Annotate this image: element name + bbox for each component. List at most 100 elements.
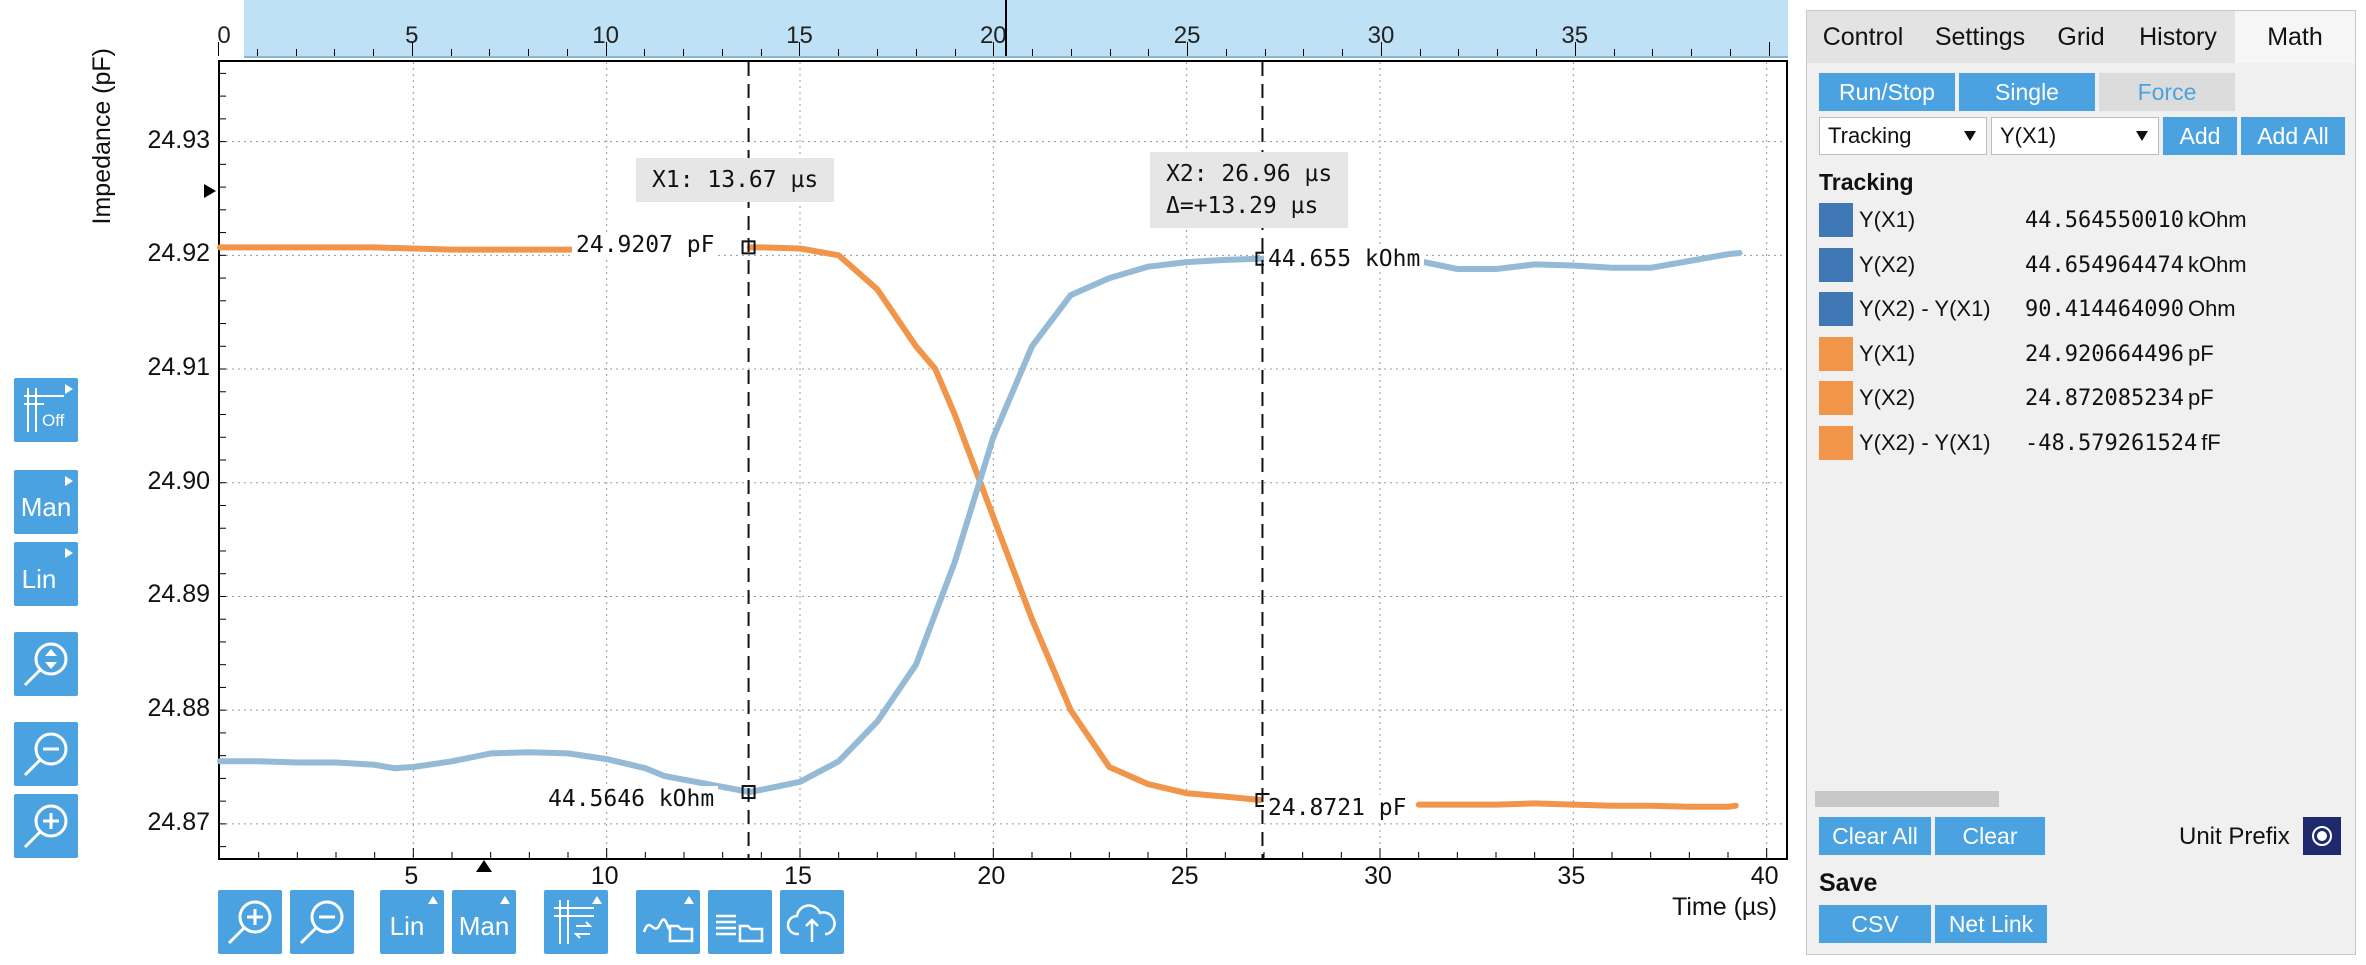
x-tick-label: 30 xyxy=(1364,862,1392,890)
scrollbar-tick xyxy=(528,49,530,56)
grid-off-icon: Off xyxy=(24,388,65,432)
zoom-out-y-button[interactable] xyxy=(14,722,78,786)
load-table-button[interactable] xyxy=(708,890,772,954)
tracking-title: Tracking xyxy=(1819,169,1914,195)
expand-icon xyxy=(592,896,602,904)
y-marker-icon[interactable] xyxy=(204,184,216,198)
zoom-in-y-button[interactable] xyxy=(14,794,78,858)
x-scale-man-label: Man xyxy=(458,910,510,941)
tracking-row[interactable]: Y(X2) - Y(X1) 90.414464090 Ohm xyxy=(1819,290,2349,328)
scrollbar-tick xyxy=(1458,49,1460,56)
grid-toggle-button[interactable]: Off xyxy=(14,378,78,442)
pf-x1-value: 24.9207 pF xyxy=(572,232,719,258)
side-panel: Control Settings Grid History Math Run/S… xyxy=(1806,10,2356,955)
zoom-out-x-button[interactable] xyxy=(290,890,354,954)
tracking-unit: pF xyxy=(2187,340,2214,366)
horizontal-scrollbar[interactable] xyxy=(1815,791,1999,807)
csv-button[interactable]: CSV xyxy=(1819,905,1931,943)
y-scale-man-button[interactable]: Man xyxy=(14,470,78,534)
tracking-row[interactable]: Y(X2) 24.872085234 pF xyxy=(1819,379,2349,417)
scrollbar-tick xyxy=(915,49,917,56)
scrollbar-tick xyxy=(605,42,607,56)
tracking-number: 24.920664496 xyxy=(2025,341,2184,367)
load-curve-button[interactable] xyxy=(636,890,700,954)
tracking-value: -48.579261524 fF xyxy=(2025,430,2221,456)
scrollbar-tick xyxy=(1613,49,1615,56)
expand-icon xyxy=(65,548,73,558)
tracking-row[interactable]: Y(X1) 44.564550010 kOhm xyxy=(1819,201,2349,239)
y-scale-lin-button[interactable]: Lin xyxy=(14,542,78,606)
grid-off-label: Off xyxy=(42,411,65,430)
plot-area[interactable] xyxy=(217,60,1788,860)
cursor-x1-label[interactable]: X1: 13.67 µs xyxy=(636,158,835,202)
tab-settings[interactable]: Settings xyxy=(1919,11,2042,63)
x-tick-label: 20 xyxy=(977,862,1006,890)
scrollbar-tick xyxy=(1303,49,1305,56)
scrollbar-center-marker xyxy=(1004,0,1007,56)
tracking-row[interactable]: Y(X1) 24.920664496 pF xyxy=(1819,335,2349,373)
add-all-button[interactable]: Add All xyxy=(2241,117,2345,155)
signal-select[interactable]: Y(X1) xyxy=(1991,117,2159,155)
force-button[interactable]: Force xyxy=(2099,73,2235,111)
tracking-number: 44.654964474 xyxy=(2025,252,2184,278)
cursor-x2-time: X2: 26.96 µs xyxy=(1166,161,1333,187)
signal-select-value: Y(X1) xyxy=(2000,123,2057,148)
scrollbar-tick xyxy=(1419,49,1421,56)
x-marker-icon[interactable] xyxy=(476,860,492,872)
single-button[interactable]: Single xyxy=(1959,73,2095,111)
expand-icon xyxy=(500,896,510,904)
tab-math[interactable]: Math xyxy=(2235,11,2355,63)
clear-all-button[interactable]: Clear All xyxy=(1819,817,1931,855)
scrollbar-tick xyxy=(954,49,956,56)
pf-x2-value: 24.8721 pF xyxy=(1264,795,1411,821)
x-tick-label: 10 xyxy=(590,862,619,890)
tracking-unit: kOhm xyxy=(2187,207,2247,232)
radio-icon xyxy=(2312,826,2332,846)
x-scale-man-button[interactable]: Man xyxy=(452,890,516,954)
net-link-button[interactable]: Net Link xyxy=(1935,905,2047,943)
table-folder-icon xyxy=(716,914,764,943)
grid-x-button[interactable] xyxy=(544,890,608,954)
y-tick-label: 24.92 xyxy=(147,239,210,268)
cursor-x2-label[interactable]: X2: 26.96 µs Δ=+13.29 µs xyxy=(1150,152,1349,228)
tracking-name: Y(X2) xyxy=(1859,385,1916,411)
clear-button[interactable]: Clear xyxy=(1935,817,2045,855)
scrollbar-tick xyxy=(1225,49,1227,56)
x-tick-label: 25 xyxy=(1170,862,1199,890)
unit-prefix-label: Unit Prefix xyxy=(2179,823,2290,850)
series-swatch xyxy=(1819,426,1853,460)
tracking-name: Y(X2) xyxy=(1859,251,1916,277)
y-tick-label: 24.91 xyxy=(147,353,210,382)
scrollbar-tick xyxy=(1536,49,1538,56)
zoom-fit-y-button[interactable] xyxy=(14,632,78,696)
tab-grid[interactable]: Grid xyxy=(2041,11,2122,63)
cloud-upload-button[interactable] xyxy=(780,890,844,954)
zoom-in-x-button[interactable] xyxy=(218,890,282,954)
scrollbar-tick xyxy=(411,42,413,56)
tracking-unit: fF xyxy=(2201,430,2221,455)
scrollbar-tick xyxy=(1032,49,1034,56)
run-stop-button[interactable]: Run/Stop xyxy=(1819,73,1955,111)
scrollbar-tick xyxy=(1574,42,1576,56)
scrollbar-tick xyxy=(1342,49,1344,56)
unit-prefix-toggle[interactable] xyxy=(2303,817,2341,855)
chart-svg xyxy=(217,62,1786,858)
mode-select[interactable]: Tracking xyxy=(1819,117,1987,155)
scrollbar-tick xyxy=(838,49,840,56)
expand-icon xyxy=(684,896,694,904)
scrollbar-tick xyxy=(373,49,375,56)
series-swatch xyxy=(1819,381,1853,416)
tracking-value: 44.564550010 kOhm xyxy=(2025,207,2247,233)
scrollbar-window[interactable] xyxy=(244,0,1788,58)
add-button[interactable]: Add xyxy=(2163,117,2237,155)
scrollbar-label: 0 xyxy=(217,22,231,49)
tab-control[interactable]: Control xyxy=(1807,11,1920,63)
tracking-row[interactable]: Y(X2) 44.654964474 kOhm xyxy=(1819,246,2349,284)
scrollbar-tick xyxy=(1070,49,1072,56)
x-scale-lin-button[interactable]: Lin xyxy=(380,890,444,954)
time-scrollbar[interactable]: 0 5 10 15 20 25 30 35 xyxy=(217,0,1788,58)
tab-history[interactable]: History xyxy=(2121,11,2236,63)
tracking-row[interactable]: Y(X2) - Y(X1) -48.579261524 fF xyxy=(1819,424,2349,462)
tracking-value: 24.872085234 pF xyxy=(2025,385,2214,411)
series-line-pf xyxy=(217,244,1739,810)
